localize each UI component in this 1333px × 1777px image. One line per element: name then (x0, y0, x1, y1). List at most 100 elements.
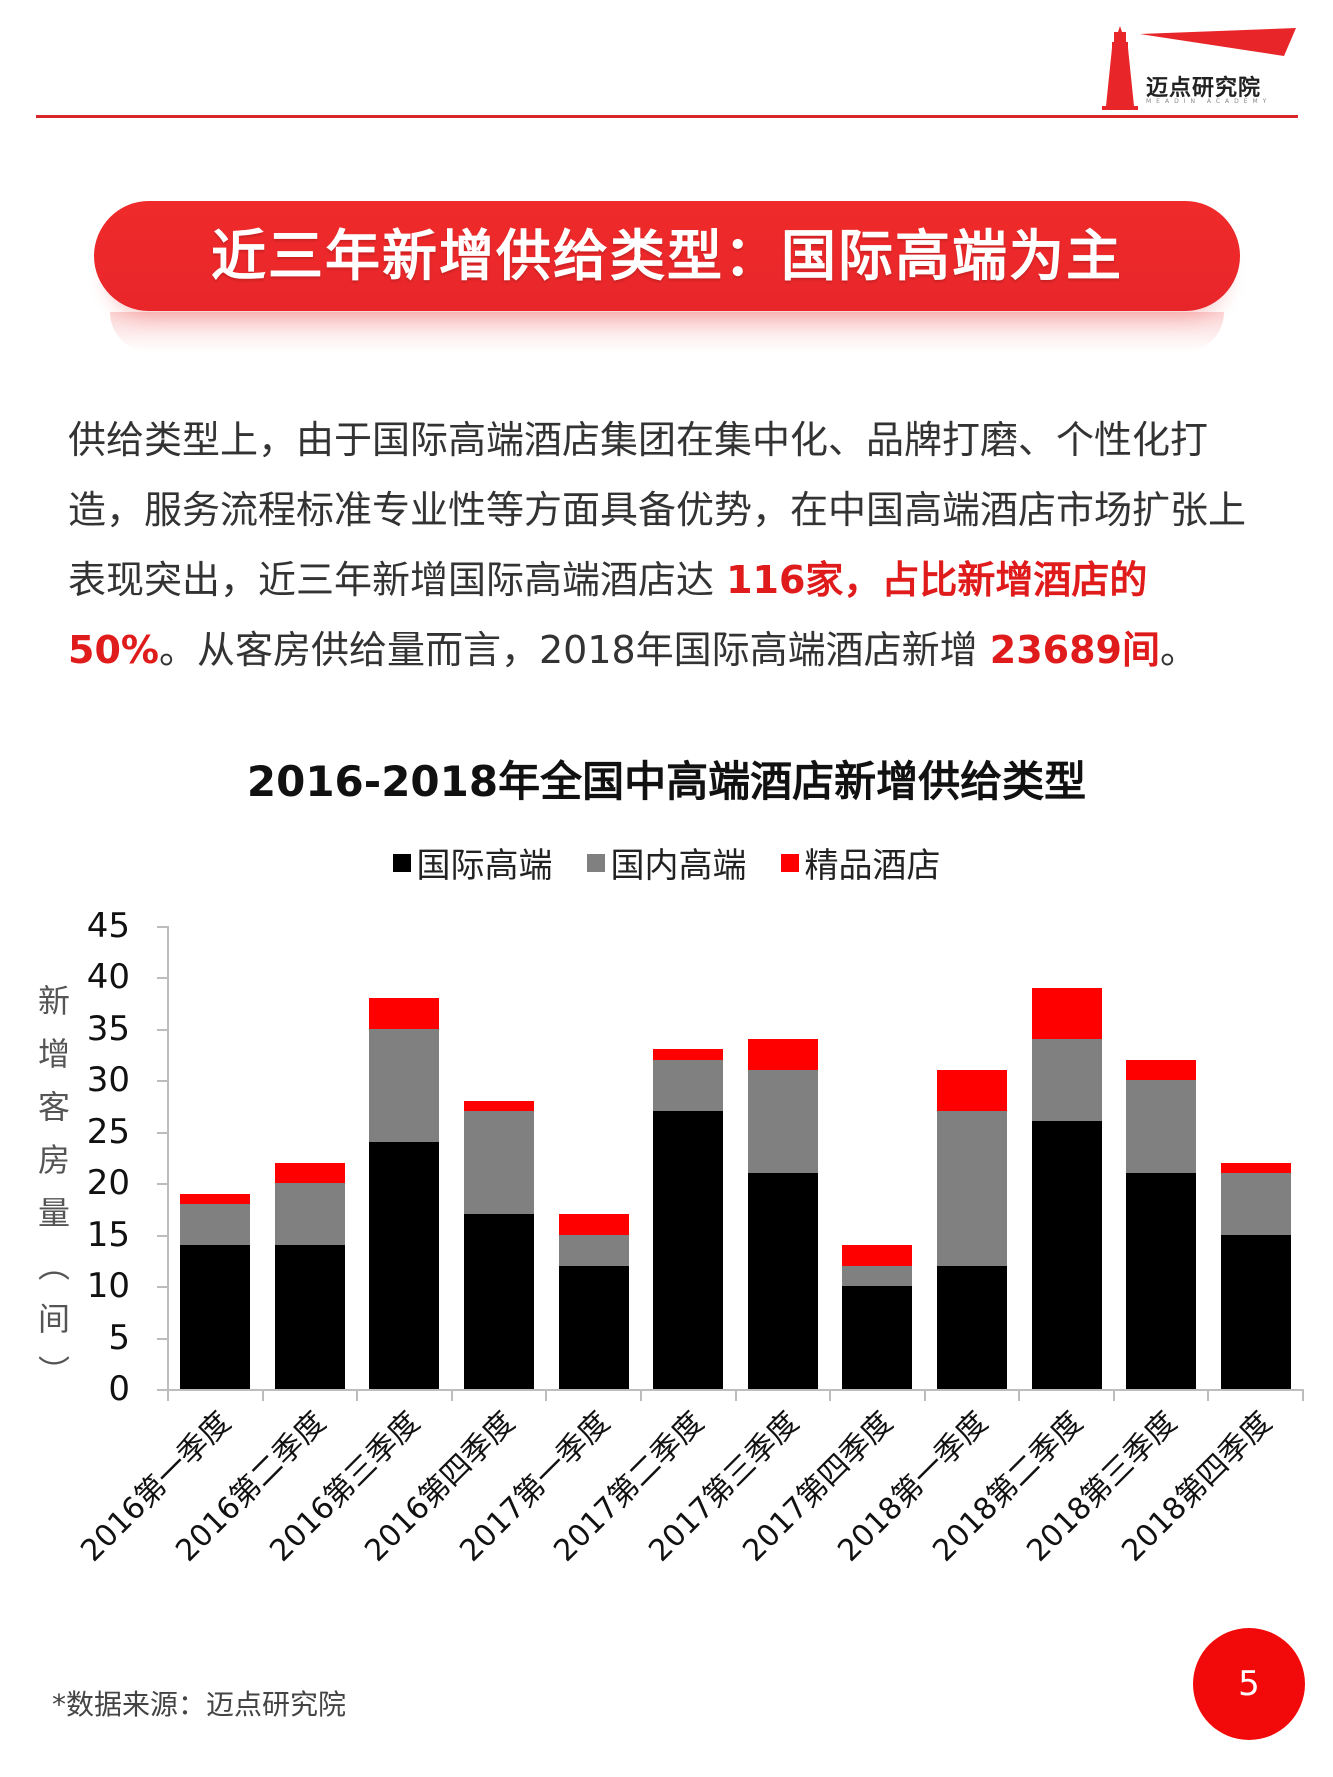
legend-item: 国内高端 (586, 838, 747, 887)
bar-segment (558, 1214, 629, 1235)
bar-segment (180, 1193, 251, 1204)
legend-item: 精品酒店 (780, 838, 941, 887)
bar-segment (936, 1265, 1007, 1389)
legend-label: 国际高端 (416, 846, 553, 886)
y-tick-mark (157, 1286, 167, 1289)
bar-segment (1126, 1172, 1197, 1389)
brand-subtitle: MEADIN ACADEMY (1146, 98, 1272, 105)
bar-segment (369, 1028, 440, 1143)
y-tick-label: 5 (108, 1317, 130, 1358)
paragraph-text-2: 。从客房供给量而言，2018年国际高端酒店新增 (158, 628, 990, 672)
y-tick-label: 20 (86, 1163, 130, 1204)
x-tick-mark (356, 1389, 359, 1401)
chart-legend: 国际高端 国内高端 精品酒店 (0, 838, 1333, 887)
stacked-bar (842, 1244, 913, 1389)
bar-segment (842, 1265, 913, 1287)
bar-segment (274, 1244, 345, 1389)
legend-swatch (780, 853, 799, 872)
y-axis (167, 926, 169, 1391)
bar-segment (936, 1111, 1007, 1266)
bar-segment (747, 1039, 818, 1071)
banner-reflection (110, 312, 1224, 352)
header-divider (36, 115, 1298, 118)
y-tick-mark (157, 1131, 167, 1134)
bar-segment (1220, 1162, 1291, 1173)
x-tick-mark (829, 1389, 832, 1401)
bar-segment (558, 1234, 629, 1266)
bar-segment (558, 1265, 629, 1389)
bar-segment (653, 1111, 724, 1389)
y-tick-mark (157, 1183, 167, 1186)
bar-segment (464, 1111, 535, 1215)
y-tick-label: 35 (86, 1008, 130, 1049)
bar-segment (653, 1049, 724, 1060)
bar-segment (1031, 1121, 1102, 1389)
banner-title: 近三年新增供给类型：国际高端为主 (210, 224, 1123, 288)
chart-title: 2016-2018年全国中高端酒店新增供给类型 (246, 757, 1087, 806)
bar-segment (653, 1059, 724, 1112)
stacked-bar (1126, 1059, 1197, 1389)
y-tick-mark (157, 926, 167, 928)
x-tick-mark (167, 1389, 169, 1401)
paragraph-text-1: 供给类型上，由于国际高端酒店集团在集中化、品牌打磨、个性化打造，服务流程标准专业… (68, 418, 1247, 602)
legend-label: 精品酒店 (804, 846, 941, 886)
x-tick-mark (545, 1389, 548, 1401)
y-tick-mark (157, 1234, 167, 1237)
bar-segment (1031, 987, 1102, 1040)
legend-swatch (586, 853, 605, 872)
legend-label: 国内高端 (610, 846, 747, 886)
highlight-share: 116家，占比新增酒店的50% (68, 558, 1148, 672)
stacked-bar (1031, 987, 1102, 1389)
summary-paragraph: 供给类型上，由于国际高端酒店集团在集中化、品牌打磨、个性化打造，服务流程标准专业… (68, 405, 1268, 685)
bar-segment (842, 1244, 913, 1266)
y-tick-mark (157, 1080, 167, 1083)
y-tick-label: 0 (108, 1369, 130, 1409)
bar-segment (464, 1214, 535, 1389)
x-tick-mark (1302, 1389, 1304, 1401)
stacked-bar (1220, 1162, 1291, 1389)
x-tick-mark (1018, 1389, 1021, 1401)
stacked-bar (558, 1214, 629, 1389)
page-number-badge: 5 (1193, 1628, 1305, 1740)
highlight-rooms: 23689间 (989, 628, 1160, 672)
x-tick-mark (1207, 1389, 1210, 1401)
legend-swatch (392, 853, 411, 872)
bar-segment (1220, 1172, 1291, 1235)
stacked-bar (369, 998, 440, 1389)
brand-logo (1100, 22, 1300, 112)
y-tick-label: 15 (86, 1214, 130, 1255)
y-axis-label: 新增客房量 ︵ 间 ︶ (37, 982, 70, 1391)
bar-segment (1126, 1059, 1197, 1081)
x-tick-mark (923, 1389, 926, 1401)
bar-segment (1126, 1080, 1197, 1173)
bar-segment (1031, 1039, 1102, 1122)
x-tick-mark (1112, 1389, 1115, 1401)
paragraph-text-3: 。 (1159, 628, 1198, 672)
x-tick-mark (450, 1389, 453, 1401)
y-tick-label: 30 (86, 1060, 130, 1101)
stacked-bar (653, 1049, 724, 1389)
stacked-bar (936, 1070, 1007, 1389)
y-tick-mark (157, 1389, 167, 1391)
title-banner (94, 201, 1240, 311)
bar-segment (369, 998, 440, 1029)
bar-segment (274, 1162, 345, 1184)
x-tick-mark (734, 1389, 737, 1401)
bar-segment (747, 1172, 818, 1389)
y-tick-mark (157, 1337, 167, 1340)
x-tick-mark (261, 1389, 264, 1401)
y-tick-mark (157, 977, 167, 980)
brand-name: 迈点研究院 (1146, 76, 1262, 101)
y-tick-label: 40 (86, 957, 130, 998)
stacked-bar (274, 1162, 345, 1389)
bar-segment (464, 1100, 535, 1112)
bar-segment (936, 1070, 1007, 1112)
y-tick-label: 45 (86, 906, 130, 946)
data-source-note: *数据来源：迈点研究院 (52, 1688, 347, 1721)
y-tick-label: 25 (86, 1111, 130, 1152)
y-tick-mark (157, 1028, 167, 1031)
x-tick-mark (639, 1389, 642, 1401)
lighthouse-icon (1102, 26, 1296, 110)
bar-segment (369, 1142, 440, 1389)
bar-segment (274, 1183, 345, 1245)
